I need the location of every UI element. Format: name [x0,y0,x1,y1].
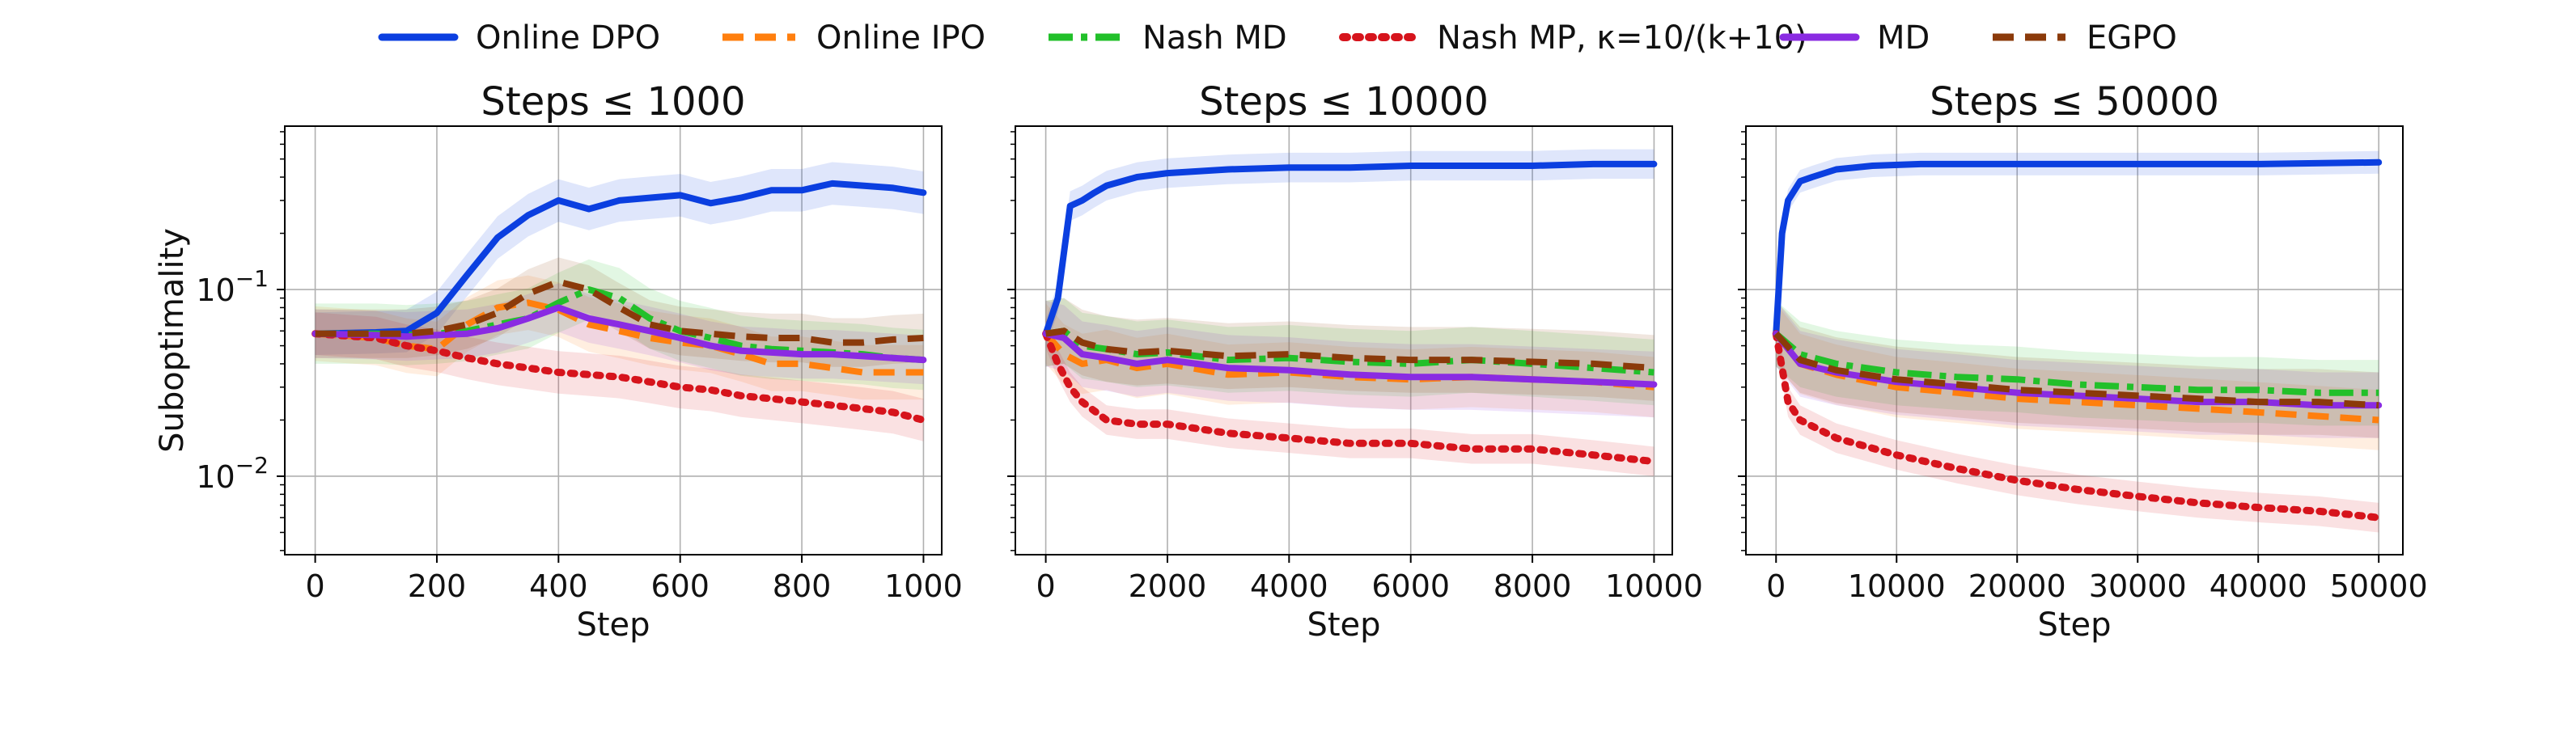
x-tick-label: 0 [1036,568,1055,604]
legend-item-md: MD [1779,19,1930,57]
band-nash-md [1776,301,2379,426]
x-tick-label: 30000 [2089,568,2187,604]
chart-title: Steps ≤ 50000 [1930,79,2219,125]
y-axis [1738,131,1746,551]
axes-frame [1015,125,1673,555]
series-group [1042,149,1658,476]
legend: Online DPO Online IPO Nash MD Nash MP, κ=10… [378,19,2177,57]
x-tick-label: 800 [773,568,832,604]
x-tick-label: 50000 [2330,568,2428,604]
series-line-md [1042,330,1658,388]
legend-item-nash-mp-10-k-10: Nash MP, κ=10/(k+10) [1339,19,1807,57]
legend-item-egpo: EGPO [1993,19,2177,57]
band-online-dpo [1045,149,1654,348]
legend-label: MD [1877,19,1930,57]
series-line-online-dpo [1042,160,1658,337]
series-line-egpo [315,278,924,346]
x-tick-label: 0 [1766,568,1786,604]
y-axis [1007,131,1015,551]
x-tick-label: 10000 [1605,568,1703,604]
x-tick-label: 6000 [1371,568,1450,604]
x-axis-label: Step [576,606,650,644]
legend-label: Nash MD [1142,19,1287,57]
series-line-online-ipo [315,299,924,376]
series-line-md [311,304,927,364]
x-tick-label: 600 [650,568,710,604]
series-line-online-dpo [311,180,927,337]
chart-panel-2: 0 2000 4000 6000 8000 10000 Step Steps ≤ 10000 [1007,79,1703,644]
band-online-ipo [315,275,924,400]
chart-panel-3: 0 10000 20000 30000 40000 50000 Step Steps ≤ 50… [1738,79,2428,644]
legend-item-nash-md: Nash MD [1049,19,1287,57]
legend-item-online-ipo: Online IPO [722,19,985,57]
series-line-nash-md [1045,327,1654,376]
chart-panel-1: 0 200 400 600 800 1000Step10−110−2Suboptimali… [154,79,963,644]
series-line-egpo [1045,327,1654,372]
x-axis: 0 10000 20000 30000 40000 50000 Step [1766,555,2428,644]
band-egpo [315,257,924,367]
series-group [1772,150,2383,533]
series-line-egpo [1773,331,2379,409]
chart-title: Steps ≤ 1000 [481,79,745,125]
x-tick-label: 400 [529,568,588,604]
x-tick-label: 8000 [1493,568,1572,604]
x-tick-label: 0 [305,568,324,604]
x-tick-label: 20000 [1968,568,2066,604]
axes-frame [1745,125,2404,555]
chart-panels: 0 200 400 600 800 1000Step10−110−2Suboptimali… [154,79,2428,644]
series-group [311,162,927,441]
legend-label: Online DPO [476,19,660,57]
x-tick-label: 1000 [884,568,963,604]
legend-item-online-dpo: Online DPO [378,19,660,57]
x-axis: 0 200 400 600 800 1000 Step [305,555,963,644]
series-line-nash-mp [311,330,927,424]
series-line-online-dpo [1773,158,2383,337]
x-tick-label: 4000 [1250,568,1328,604]
legend-label: Online IPO [816,19,985,57]
chart-title: Steps ≤ 10000 [1199,79,1489,125]
x-tick-label: 2000 [1129,568,1207,604]
legend-label: EGPO [2087,19,2177,57]
x-axis-label: Step [1307,606,1380,644]
grid [1015,126,1672,555]
y-axis-label: Suboptimality [154,228,191,453]
legend-label: Nash MP, κ=10/(k+10) [1437,19,1807,57]
x-tick-label: 200 [408,568,467,604]
series-line-nash-md [1773,331,2379,396]
series-line-nash-mp [1042,330,1658,466]
series-line-nash-mp [1772,330,2383,522]
band-online-dpo [315,162,924,355]
x-tick-label: 10000 [1848,568,1946,604]
x-tick-label: 40000 [2210,568,2307,604]
band-nash-mp [1045,319,1654,476]
x-axis-label: Step [2037,606,2111,644]
x-axis: 0 2000 4000 6000 8000 10000 Step [1036,555,1703,644]
axes-frame [284,125,943,555]
